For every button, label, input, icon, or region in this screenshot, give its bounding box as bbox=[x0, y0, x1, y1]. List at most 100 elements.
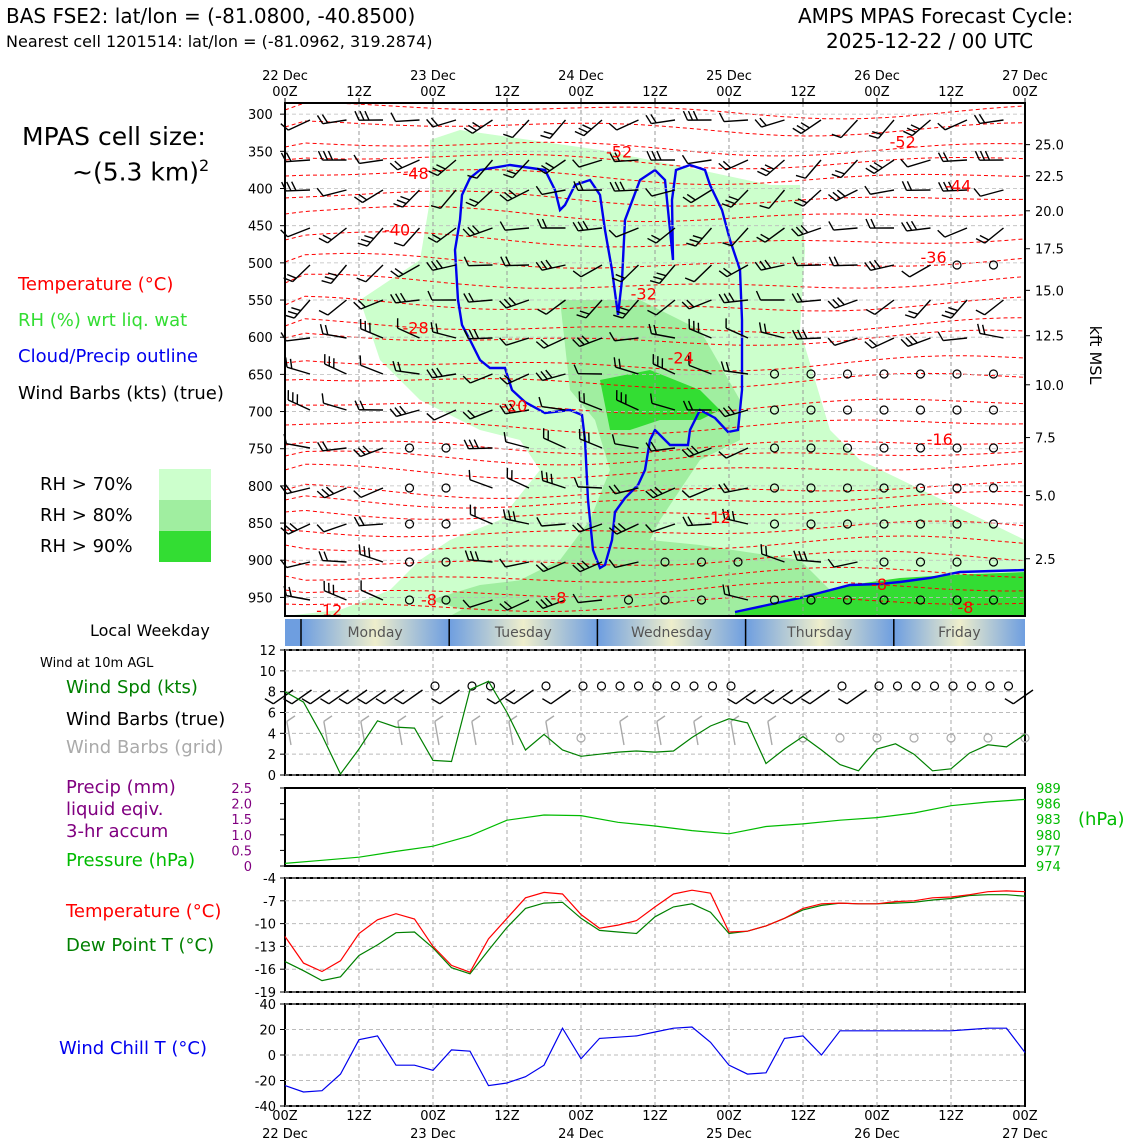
pressure-tick-label: 400 bbox=[248, 183, 273, 198]
grid-calm-marker bbox=[946, 733, 956, 743]
barb-feather bbox=[760, 167, 771, 174]
wind-barb bbox=[688, 318, 712, 339]
barb-feather bbox=[625, 394, 627, 405]
wind-barb bbox=[758, 322, 785, 339]
wind-calm-marker bbox=[441, 519, 451, 529]
barb-feather bbox=[318, 309, 329, 316]
barb-feather bbox=[725, 199, 735, 205]
wind-barb bbox=[652, 354, 676, 375]
wind-barb bbox=[647, 227, 676, 244]
temperature-contour bbox=[284, 205, 1026, 223]
wind-calm-marker bbox=[915, 369, 926, 379]
barb-feather bbox=[394, 160, 403, 169]
wind-calm-marker bbox=[430, 681, 440, 691]
barb-feather bbox=[572, 270, 582, 278]
cell-size-base: ~(5.3 km) bbox=[72, 157, 199, 187]
legend-temperature: Temperature (°C) bbox=[18, 274, 174, 295]
barb-feather bbox=[503, 601, 513, 609]
barb-feather bbox=[394, 407, 402, 416]
wind-barb bbox=[287, 390, 311, 411]
weekday-cell bbox=[745, 619, 894, 646]
temperature-contour bbox=[284, 419, 1026, 435]
barb-feather bbox=[975, 309, 985, 316]
barb-shaft bbox=[911, 119, 931, 137]
barb-feather bbox=[727, 698, 737, 705]
precip-axis-tick-label: 2.5 bbox=[231, 782, 252, 797]
barb-feather bbox=[540, 338, 549, 347]
barb-feather bbox=[508, 189, 517, 197]
wind-barb bbox=[353, 516, 384, 527]
barb-shaft bbox=[322, 447, 347, 452]
temperature-contour-label: -8 bbox=[871, 575, 887, 594]
barb-shaft bbox=[614, 337, 639, 342]
wind-barb bbox=[791, 224, 822, 237]
wind-barb-10m bbox=[338, 689, 368, 705]
grid-wind-barb bbox=[434, 715, 444, 746]
kft-tick-label: 5.0 bbox=[1035, 490, 1056, 505]
barb-feather bbox=[426, 118, 434, 128]
barb-feather bbox=[467, 226, 476, 235]
barb-feather bbox=[583, 430, 586, 441]
wind-barb bbox=[868, 119, 895, 139]
barb-feather bbox=[937, 152, 944, 162]
wind-barb bbox=[359, 355, 384, 375]
label-wind-speed: Wind Spd (kts) bbox=[66, 677, 198, 698]
barb-shaft bbox=[397, 159, 420, 171]
barb-feather bbox=[979, 234, 990, 241]
wind-barb-10m bbox=[542, 689, 571, 705]
barb-feather bbox=[649, 488, 659, 497]
barb-feather bbox=[942, 152, 949, 162]
barb-feather bbox=[869, 260, 877, 270]
barb-feather bbox=[472, 225, 480, 234]
temperature-contour-label: -36 bbox=[921, 248, 947, 267]
wind-barb-10m bbox=[1004, 689, 1034, 705]
pressure-tick-label: 700 bbox=[248, 406, 273, 421]
wind-barb bbox=[536, 159, 566, 175]
wind-speed-axis-tick-label: 10 bbox=[259, 665, 276, 680]
barb-feather bbox=[468, 439, 475, 449]
barb-shaft bbox=[505, 409, 530, 415]
precip-axis-tick-label: 0.5 bbox=[231, 844, 252, 859]
barb-feather bbox=[327, 272, 338, 277]
wind-speed-series bbox=[284, 680, 1026, 776]
wind-speed-axis-tick-label: 12 bbox=[259, 644, 276, 659]
temperature-contour bbox=[284, 141, 1026, 157]
barb-feather bbox=[681, 301, 690, 310]
wind-barb bbox=[390, 112, 420, 123]
barb-feather bbox=[722, 407, 731, 416]
barb-feather bbox=[541, 218, 548, 229]
barb-shaft bbox=[840, 119, 859, 139]
barb-feather bbox=[468, 292, 475, 303]
wind-calm-marker bbox=[806, 369, 816, 379]
pressure-tick-label: 800 bbox=[248, 480, 273, 495]
barb-feather bbox=[653, 324, 657, 335]
barb-shaft bbox=[724, 593, 749, 601]
wind-barb bbox=[759, 189, 786, 210]
barb-feather bbox=[760, 233, 770, 240]
barb-feather bbox=[800, 122, 810, 129]
wind-barb bbox=[427, 290, 457, 301]
wind-barb-10m bbox=[320, 689, 349, 705]
barb-feather bbox=[545, 472, 549, 483]
barb-shaft bbox=[616, 399, 639, 411]
barb-feather bbox=[430, 117, 439, 126]
barb-shaft bbox=[506, 599, 530, 611]
barb-feather bbox=[981, 324, 986, 335]
barb-feather bbox=[764, 259, 772, 269]
barb-feather bbox=[353, 516, 360, 527]
barb-feather bbox=[545, 369, 553, 379]
wind-calm-marker bbox=[541, 681, 551, 691]
wind-calm-marker bbox=[985, 681, 995, 691]
barb-shaft bbox=[761, 553, 785, 563]
grid-calm-marker bbox=[1020, 733, 1030, 743]
wind-barb bbox=[572, 264, 603, 278]
precip-axis-tick-label: 0 bbox=[244, 860, 252, 875]
barb-feather bbox=[681, 490, 690, 498]
barb-feather bbox=[582, 220, 589, 230]
barb-feather bbox=[323, 715, 333, 722]
wind-calm-marker bbox=[769, 595, 780, 605]
barb-shaft bbox=[833, 264, 858, 267]
barb-shaft bbox=[802, 189, 822, 207]
wind-barb bbox=[354, 400, 384, 411]
barb-feather bbox=[328, 356, 331, 367]
